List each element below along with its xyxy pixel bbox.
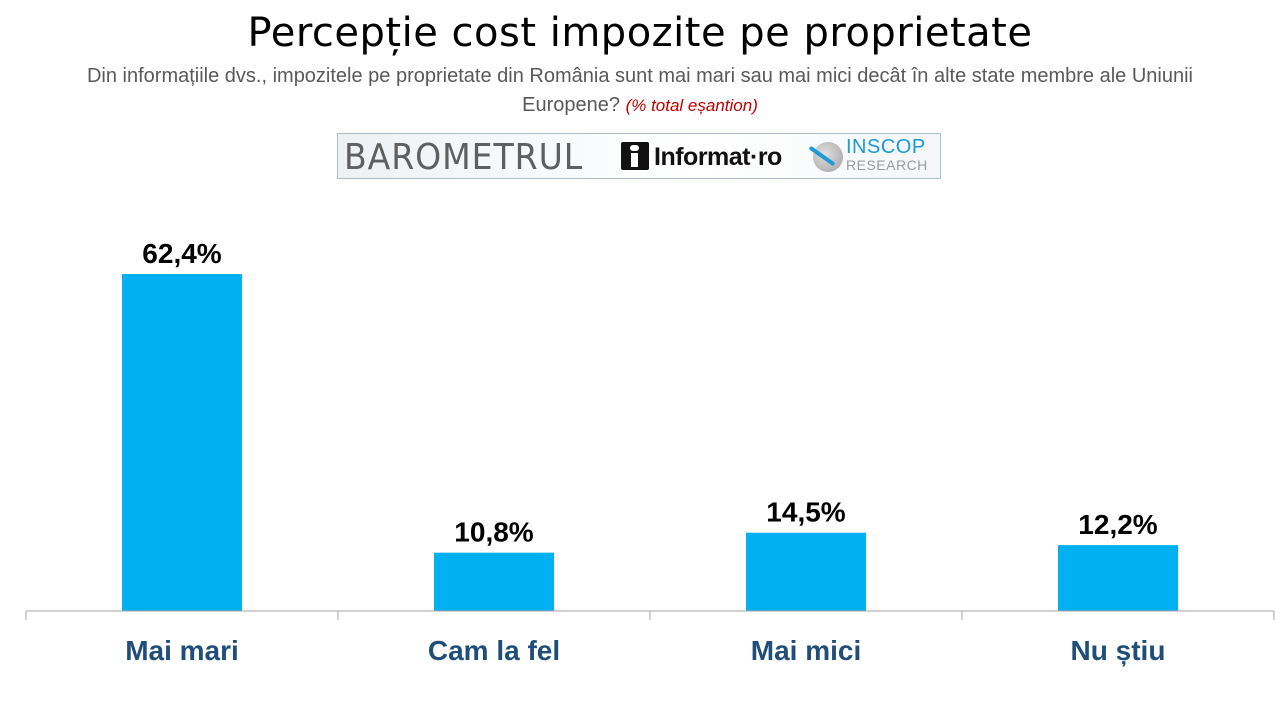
value-label: 10,8%: [454, 517, 533, 548]
category-label: Mai mici: [751, 635, 861, 666]
category-label: Mai mari: [125, 635, 239, 666]
category-label: Nu știu: [1071, 635, 1166, 666]
category-label: Cam la fel: [428, 635, 560, 666]
inscop-logo-text: INSCOP: [846, 136, 926, 158]
chart-title: Percepție cost impozite pe proprietate: [247, 10, 1033, 56]
value-label: 14,5%: [766, 497, 845, 528]
value-label: 12,2%: [1078, 509, 1157, 540]
informat-logo-text: Informat·ro: [654, 143, 782, 171]
x-axis-ticks: [25, 611, 1275, 620]
barometrul-logo-text: BAROMETRUL: [344, 137, 584, 178]
subtitle-question: Din informațiile dvs., impozitele pe pro…: [86, 65, 1194, 116]
bar-1: [122, 274, 242, 611]
bar-2: [434, 552, 554, 611]
bar-group: [122, 274, 1178, 611]
barometrul-logo-banner: BAROMETRUL Informat·ro INSCOP RESEARCH: [337, 133, 941, 179]
value-label-group: 62,4% 10,8% 14,5% 12,2%: [142, 238, 1157, 548]
informat-logo-icon: [621, 142, 649, 170]
inscop-logo-icon: [813, 142, 843, 172]
inscop-research-text: RESEARCH: [846, 157, 928, 173]
chart-subtitle: Din informațiile dvs., impozitele pe pro…: [80, 62, 1200, 120]
value-label: 62,4%: [142, 238, 221, 269]
bar-3: [746, 532, 866, 611]
subtitle-note: (% total eșantion): [625, 96, 758, 115]
category-label-group: Mai mari Cam la fel Mai mici Nu știu: [125, 635, 1165, 666]
bar-4: [1058, 545, 1178, 611]
